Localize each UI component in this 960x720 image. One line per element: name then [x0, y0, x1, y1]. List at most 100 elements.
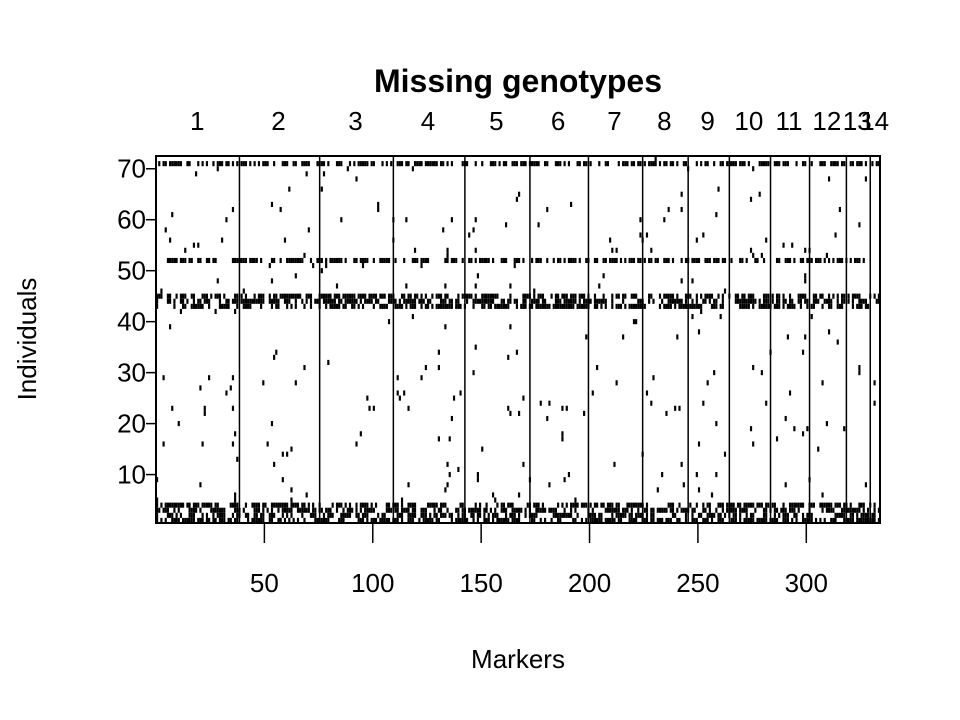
missing-cell	[817, 298, 820, 304]
missing-cell	[513, 298, 516, 304]
missing-cell	[853, 257, 857, 264]
missing-cell	[515, 298, 518, 304]
missing-cell	[288, 507, 291, 513]
missing-cell	[637, 507, 640, 513]
missing-cell	[288, 257, 291, 264]
missing-cell	[422, 507, 425, 513]
missing-cell	[325, 303, 328, 309]
missing-cell	[821, 507, 824, 513]
missing-cell	[518, 257, 521, 264]
missing-cell	[775, 298, 779, 304]
missing-cell	[706, 161, 709, 167]
missing-cell	[182, 502, 185, 508]
missing-cell	[442, 227, 445, 233]
missing-cell	[234, 502, 237, 508]
missing-cell	[420, 263, 423, 269]
missing-cell	[283, 502, 287, 508]
missing-cell	[650, 161, 653, 167]
missing-cell	[665, 410, 668, 416]
missing-cell	[667, 502, 670, 508]
missing-cell	[793, 426, 796, 432]
missing-cell	[563, 507, 566, 513]
missing-cell	[379, 293, 382, 299]
missing-cell	[708, 298, 711, 304]
missing-cell	[435, 517, 438, 523]
missing-cell	[801, 431, 805, 437]
missing-cell	[294, 161, 297, 167]
missing-cell	[858, 222, 861, 228]
missing-cell	[260, 293, 263, 299]
missing-cell	[162, 161, 165, 167]
missing-cell	[351, 298, 354, 304]
missing-cell	[693, 507, 696, 513]
missing-cell	[635, 502, 638, 508]
missing-cell	[817, 257, 820, 264]
missing-cell	[658, 293, 662, 299]
missing-cell	[205, 293, 209, 299]
missing-cell	[366, 298, 369, 304]
missing-cell	[583, 298, 586, 304]
missing-cell	[752, 298, 755, 304]
missing-cell	[713, 370, 716, 376]
missing-cell	[474, 283, 477, 289]
missing-cell	[572, 293, 575, 299]
missing-cell	[329, 512, 332, 518]
missing-cell	[635, 303, 638, 309]
missing-cell	[635, 512, 638, 518]
missing-cell	[559, 298, 562, 304]
missing-cell	[394, 507, 397, 513]
missing-cell	[840, 161, 844, 167]
missing-cell	[695, 303, 698, 309]
missing-cell	[268, 293, 271, 299]
missing-cell	[782, 502, 785, 508]
missing-cell	[496, 293, 499, 299]
missing-cell	[502, 298, 505, 304]
missing-cell	[288, 293, 291, 299]
missing-cell	[652, 517, 655, 523]
missing-cell	[292, 257, 295, 264]
missing-cell	[611, 293, 614, 299]
missing-cell	[342, 507, 345, 513]
missing-cell	[253, 298, 256, 304]
missing-cell	[251, 517, 254, 523]
missing-cell	[372, 293, 375, 299]
missing-cell	[476, 512, 479, 518]
missing-cell	[442, 298, 445, 304]
missing-cell	[182, 298, 185, 304]
missing-cell	[695, 298, 698, 304]
missing-cell	[450, 257, 453, 264]
missing-cell	[225, 217, 228, 223]
missing-cell	[515, 196, 518, 202]
missing-cell	[704, 257, 707, 264]
missing-cell	[765, 517, 768, 523]
missing-cell	[567, 472, 571, 478]
missing-cell	[739, 298, 742, 304]
missing-cell	[550, 293, 553, 299]
missing-cell	[212, 257, 215, 264]
missing-cell	[834, 232, 837, 238]
y-tick-label: 60	[117, 205, 146, 235]
missing-cell	[195, 303, 198, 309]
missing-cell	[858, 364, 861, 371]
missing-cell	[866, 512, 870, 518]
missing-cell	[502, 502, 505, 508]
missing-cell	[814, 257, 818, 264]
missing-cell	[188, 517, 191, 523]
missing-cell	[695, 293, 698, 299]
missing-cell	[344, 512, 347, 518]
missing-cell	[175, 512, 178, 518]
missing-cell	[405, 298, 408, 304]
missing-cell	[693, 303, 696, 309]
missing-cell	[546, 303, 549, 309]
missing-cell	[830, 298, 833, 304]
missing-cell	[745, 517, 748, 523]
missing-cell	[658, 161, 662, 167]
missing-cell	[578, 303, 581, 309]
missing-cell	[819, 161, 822, 167]
missing-cell	[765, 237, 768, 243]
chromosome-boundaries	[238, 156, 871, 523]
missing-cell	[531, 257, 534, 264]
missing-cell	[156, 477, 159, 483]
missing-cell	[574, 293, 577, 299]
missing-cell	[483, 507, 486, 513]
